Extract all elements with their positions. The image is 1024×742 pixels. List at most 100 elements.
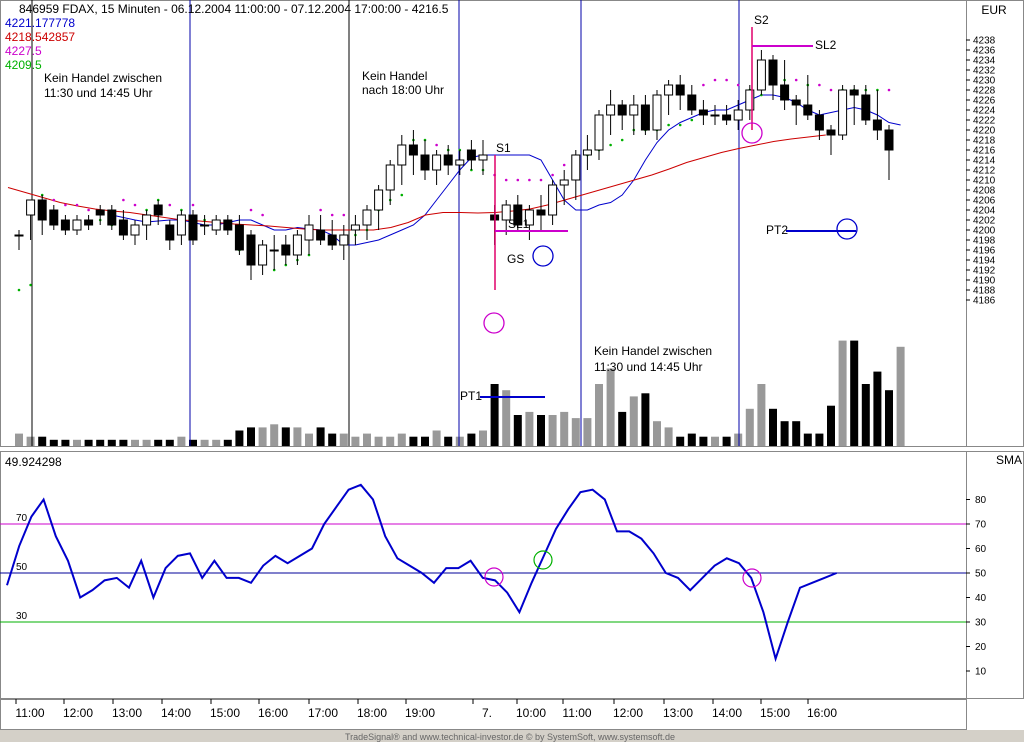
- night-text-line1: Kein Handel: [362, 69, 427, 83]
- volume-bar: [676, 436, 685, 446]
- psar-dot: [330, 213, 334, 217]
- volume-bar: [223, 439, 232, 446]
- candle: [211, 215, 221, 235]
- psar-dot: [528, 178, 531, 182]
- candle: [629, 95, 639, 135]
- price-tick-label: 4202: [973, 216, 996, 227]
- candle-body: [455, 159, 465, 166]
- volume-bar: [838, 340, 847, 446]
- candle: [745, 85, 755, 120]
- candle-body: [582, 149, 592, 156]
- candle: [524, 205, 534, 240]
- price-tick-label: 4230: [973, 76, 996, 87]
- psar-dot: [562, 163, 566, 167]
- volume-bar: [537, 415, 545, 446]
- volume-bar: [270, 424, 279, 446]
- candle: [768, 55, 778, 100]
- candle-body: [165, 224, 175, 241]
- price-tick-label: 4190: [973, 276, 996, 287]
- psar-dot: [400, 193, 404, 197]
- candle: [188, 210, 198, 245]
- price-axis-frame: [966, 0, 1024, 447]
- time-tick-label: 17:00: [308, 706, 338, 720]
- candle-body: [130, 224, 140, 236]
- candle: [687, 85, 697, 115]
- time-tick-label: 18:00: [357, 706, 387, 720]
- candle-body: [339, 234, 349, 246]
- psar-dot: [620, 138, 624, 142]
- candle-body: [374, 189, 384, 211]
- candle: [432, 150, 442, 185]
- time-tick-label: 15:00: [760, 706, 790, 720]
- candle: [374, 185, 384, 230]
- candle-body: [548, 184, 558, 216]
- candle-body: [664, 84, 674, 96]
- sma-level-label: 50: [16, 562, 28, 573]
- price-tick-label: 4234: [973, 56, 996, 67]
- time-tick-label: 14:00: [161, 706, 191, 720]
- volume-bar: [212, 439, 221, 446]
- candle-body: [745, 89, 755, 111]
- volume-bar: [479, 430, 487, 446]
- volume-bar: [687, 433, 696, 446]
- volume-bar: [595, 384, 603, 446]
- candle: [652, 90, 662, 140]
- volume-bar: [490, 384, 499, 446]
- price-tick-label: 4186: [973, 296, 996, 307]
- volume-bar: [328, 433, 337, 446]
- candle-body: [849, 89, 859, 96]
- candle: [501, 200, 511, 235]
- candle: [95, 205, 105, 225]
- psar-dot: [191, 203, 195, 207]
- candle: [397, 135, 407, 185]
- candle: [60, 215, 70, 235]
- volume-bar: [374, 436, 383, 446]
- candle: [861, 85, 871, 125]
- time-tick-label: 16:00: [807, 706, 837, 720]
- candle: [84, 215, 94, 230]
- volume-bar: [885, 390, 893, 446]
- psar-dot: [319, 208, 322, 212]
- price-tick-label: 4216: [973, 146, 996, 157]
- price-tick-label: 4238: [973, 36, 996, 47]
- candle-body: [768, 59, 778, 86]
- sma-tick-label: 80: [975, 495, 987, 506]
- volume-bar: [896, 346, 905, 446]
- sma-tick-label: 60: [975, 544, 987, 555]
- candle: [385, 160, 395, 205]
- psar-dot: [794, 78, 798, 82]
- candle: [72, 215, 82, 235]
- psar-dot: [539, 178, 543, 182]
- volume-bar: [26, 436, 35, 446]
- candle: [582, 135, 592, 170]
- candle: [455, 150, 465, 175]
- candle: [814, 110, 824, 140]
- volume-bar: [96, 439, 105, 446]
- sma-tick-label: 40: [975, 593, 987, 604]
- volume-bar: [734, 433, 743, 446]
- sl1-label: SL1: [508, 217, 530, 231]
- time-tick-label: 11:00: [562, 706, 591, 720]
- time-tick-label: 12:00: [63, 706, 93, 720]
- candle: [118, 210, 128, 240]
- candle: [594, 110, 604, 160]
- psar-dot: [713, 78, 717, 82]
- candle-body: [606, 104, 616, 116]
- candle-body: [95, 209, 105, 216]
- price-tick-label: 4204: [973, 206, 996, 217]
- night-text-line2: nach 18:00 Uhr: [362, 83, 444, 97]
- candle-body: [269, 249, 279, 252]
- candle: [130, 220, 140, 245]
- psar-dot: [52, 198, 56, 202]
- candle: [165, 220, 175, 250]
- candle: [838, 85, 848, 140]
- candle: [350, 215, 360, 245]
- candle: [304, 215, 314, 255]
- candle-body: [524, 209, 534, 226]
- candle: [803, 75, 813, 120]
- psar-dot: [551, 173, 554, 177]
- candle: [733, 100, 743, 130]
- price-tick-label: 4210: [973, 176, 996, 187]
- price-tick-label: 4206: [973, 196, 996, 207]
- volume-bars: [15, 340, 905, 446]
